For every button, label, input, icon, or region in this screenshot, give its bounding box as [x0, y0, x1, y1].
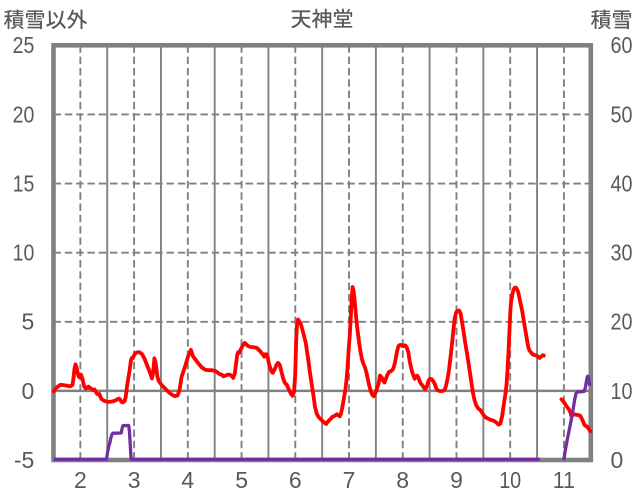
- svg-text:5: 5: [22, 309, 35, 335]
- svg-text:8: 8: [396, 467, 409, 493]
- svg-text:4: 4: [181, 467, 194, 493]
- svg-text:50: 50: [611, 101, 633, 127]
- svg-text:0: 0: [22, 378, 35, 404]
- svg-text:0: 0: [611, 447, 624, 473]
- svg-text:10: 10: [499, 467, 521, 493]
- svg-text:15: 15: [13, 170, 35, 196]
- svg-text:3: 3: [128, 467, 141, 493]
- svg-text:60: 60: [611, 32, 633, 58]
- svg-text:10: 10: [611, 378, 633, 404]
- svg-text:30: 30: [611, 240, 633, 266]
- svg-text:10: 10: [13, 240, 35, 266]
- svg-text:20: 20: [611, 309, 633, 335]
- svg-text:9: 9: [450, 467, 463, 493]
- svg-text:6: 6: [289, 467, 302, 493]
- svg-text:40: 40: [611, 170, 633, 196]
- svg-text:-5: -5: [14, 447, 34, 473]
- svg-text:5: 5: [235, 467, 248, 493]
- svg-text:7: 7: [343, 467, 356, 493]
- svg-text:25: 25: [13, 32, 35, 58]
- svg-text:20: 20: [13, 101, 35, 127]
- svg-text:11: 11: [553, 467, 575, 493]
- svg-text:2: 2: [74, 467, 87, 493]
